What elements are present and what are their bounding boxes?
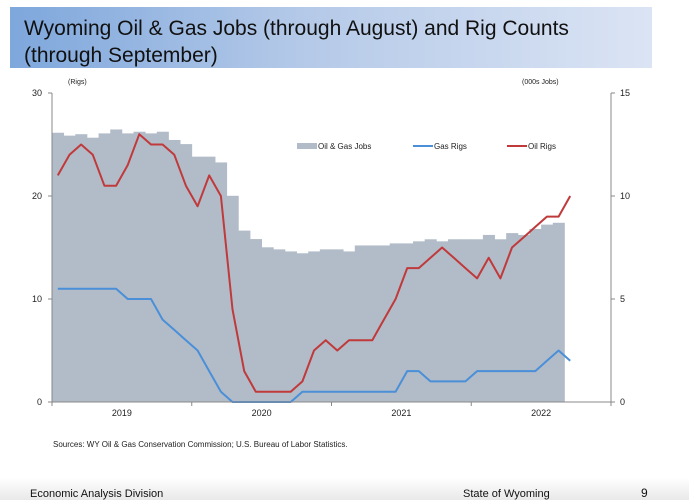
left-tick-label: 0 [37, 397, 42, 407]
legend-label: Oil Rigs [528, 142, 556, 151]
jobs-bar [168, 139, 181, 402]
jobs-bar [180, 144, 193, 402]
jobs-bar [156, 131, 169, 402]
jobs-bar [63, 135, 76, 402]
jobs-bar [354, 245, 367, 402]
jobs-bar [494, 239, 507, 402]
jobs-bar [133, 131, 146, 402]
right-tick-label: 0 [620, 397, 625, 407]
gas-rigs-line [57, 287, 571, 403]
right-tick-label: 10 [620, 191, 630, 201]
jobs-bar [552, 222, 565, 402]
jobs-bar [506, 233, 519, 402]
x-tick-label: 2019 [112, 408, 132, 418]
legend-label: Oil & Gas Jobs [318, 142, 371, 151]
jobs-bar [203, 156, 216, 402]
jobs-bar [343, 251, 356, 402]
left-tick-label: 10 [32, 294, 42, 304]
jobs-bar [86, 137, 99, 402]
left-axis-label: (Rigs) [68, 79, 87, 86]
jobs-bar [378, 245, 391, 402]
jobs-bar [238, 230, 251, 402]
slide-title: Wyoming Oil & Gas Jobs (through August) … [24, 17, 569, 67]
title-banner: Wyoming Oil & Gas Jobs (through August) … [10, 7, 652, 68]
jobs-bar [541, 224, 554, 402]
jobs-bar [121, 133, 134, 402]
footer-state: State of Wyoming [463, 488, 550, 500]
right-tick-label: 5 [620, 294, 625, 304]
footer-division: Economic Analysis Division [30, 488, 164, 500]
jobs-bar [273, 249, 286, 402]
jobs-bar [308, 251, 321, 402]
left-tick-label: 30 [32, 88, 42, 98]
jobs-bar [145, 133, 158, 402]
jobs-bar [296, 253, 309, 402]
oil-rigs-line [56, 133, 572, 393]
jobs-bar [459, 239, 472, 402]
jobs-bar [413, 241, 426, 402]
jobs-bar [517, 234, 530, 402]
page-number: 9 [641, 486, 648, 500]
jobs-bar [319, 249, 332, 402]
right-axis-label: (000s Jobs) [522, 79, 559, 86]
jobs-bar [366, 245, 379, 402]
legend-label: Gas Rigs [434, 142, 467, 151]
jobs-bar [249, 239, 263, 402]
jobs-bar [75, 134, 88, 402]
jobs-bar [110, 129, 123, 402]
slide-footer: Economic Analysis Division State of Wyom… [0, 478, 689, 500]
right-tick-label: 15 [620, 88, 630, 98]
x-tick-label: 2021 [391, 408, 411, 418]
jobs-bar [98, 133, 111, 402]
jobs-bar [529, 228, 542, 402]
jobs-bar [447, 239, 461, 402]
x-tick-label: 2020 [252, 408, 272, 418]
jobs-bar [191, 156, 204, 402]
jobs-bar [424, 239, 437, 402]
jobs-bar [261, 247, 274, 402]
sources-note: Sources: WY Oil & Gas Conservation Commi… [53, 440, 348, 449]
jobs-bar [471, 239, 484, 402]
jobs-bar [401, 243, 414, 402]
jobs-bar [226, 195, 239, 402]
legend-swatch-jobs [297, 143, 317, 149]
jobs-bar [331, 249, 344, 402]
left-tick-label: 20 [32, 191, 42, 201]
jobs-bar [389, 243, 402, 402]
jobs-bar [52, 132, 65, 402]
x-tick-label: 2022 [531, 408, 551, 418]
jobs-bar [482, 234, 495, 402]
jobs-bar [436, 241, 449, 402]
jobs-bar [284, 251, 297, 402]
